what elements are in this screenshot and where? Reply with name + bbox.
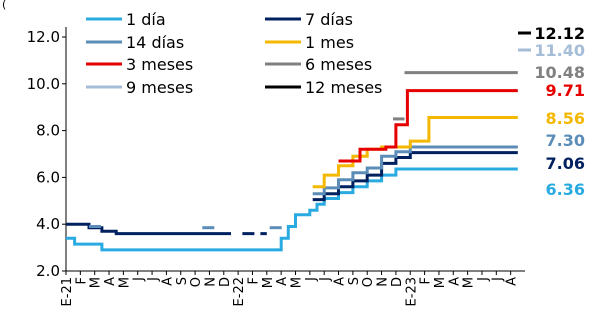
x-tick-label: J	[490, 277, 505, 282]
y-axis-label-fragment: (	[2, 0, 6, 11]
legend-label: 6 meses	[305, 55, 372, 74]
legend-label: 1 mes	[305, 33, 354, 52]
x-tick-label: A	[333, 277, 348, 286]
series-line-1-mes	[312, 116, 518, 189]
legend-label: 3 meses	[126, 55, 193, 74]
x-tick-label: J	[476, 277, 491, 282]
legend-label: 14 días	[126, 33, 184, 52]
y-tick-label: 8.0	[36, 122, 60, 140]
legend-label: 9 meses	[126, 78, 193, 97]
x-tick-label: F	[74, 277, 89, 284]
x-tick-label: F	[419, 277, 434, 284]
x-tick-label: N	[376, 277, 391, 287]
series-line-14-dias	[312, 145, 518, 196]
x-tick-label: M	[89, 277, 104, 288]
x-tick-label: J	[132, 277, 147, 282]
x-tick-label: A	[275, 277, 290, 286]
y-tick-label: 12.0	[27, 28, 60, 46]
x-tick-label: J	[304, 277, 319, 282]
legend-label: 1 día	[126, 10, 166, 29]
x-tick-label: S	[347, 277, 362, 285]
x-tick-label: A	[447, 277, 462, 286]
x-tick-label: A	[160, 277, 175, 286]
x-tick-label: N	[203, 277, 218, 287]
x-tick-label: S	[175, 277, 190, 285]
legend-label: 12 meses	[305, 78, 382, 97]
x-tick-label: M	[290, 277, 305, 288]
end-value-label: 11.40	[534, 41, 585, 60]
end-value-label: 12.12	[534, 24, 585, 43]
x-tick-label: A	[103, 277, 118, 286]
x-tick-label: O	[189, 277, 204, 287]
x-tick-label: D	[390, 277, 405, 287]
x-tick-label: M	[462, 277, 477, 288]
axes: 2.04.06.08.010.012.0E-21 F M A M J J A S O N D E-22 F…	[27, 27, 525, 306]
end-value-label: 10.48	[534, 63, 585, 82]
x-tick-label: M	[261, 277, 276, 288]
end-value-label: 9.71	[546, 81, 585, 100]
x-tick-label: E-23	[404, 277, 419, 306]
x-tick-label: D	[218, 277, 233, 287]
x-tick-label: M	[117, 277, 132, 288]
series-layer	[66, 71, 518, 252]
x-tick-label: A	[505, 277, 520, 286]
end-value-label: 7.06	[546, 154, 585, 173]
x-tick-label: F	[246, 277, 261, 284]
series-line-3-meses	[338, 89, 518, 163]
y-tick-label: 6.0	[36, 168, 60, 186]
end-value-label: 7.30	[546, 131, 585, 150]
end-value-label: 6.36	[546, 180, 585, 199]
y-tick-label: 4.0	[36, 215, 60, 233]
x-tick-label: M	[433, 277, 448, 288]
series-line-1-dia	[66, 167, 518, 252]
x-tick-label: J	[146, 277, 161, 282]
legend: 1 día 7 días 14 días 1 mes 3 meses 6 meses 9 m…	[86, 10, 382, 97]
series-line-7-dias	[312, 151, 518, 202]
y-tick-label: 2.0	[36, 262, 60, 280]
x-tick-label: E-21	[60, 277, 75, 306]
end-value-label: 8.56	[546, 109, 585, 128]
legend-label: 7 días	[305, 10, 353, 29]
x-tick-label: J	[318, 277, 333, 282]
series-line-7-dias	[66, 222, 231, 236]
x-tick-label: O	[361, 277, 376, 287]
y-tick-label: 10.0	[27, 75, 60, 93]
x-tick-label: E-22	[232, 277, 247, 306]
